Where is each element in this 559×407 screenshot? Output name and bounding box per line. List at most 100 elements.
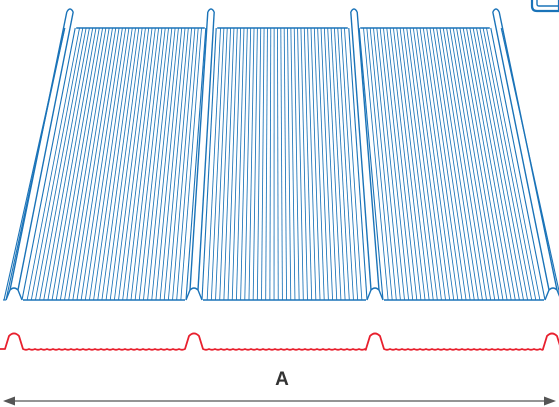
- corrugation-line: [269, 27, 272, 301]
- corrugation-line: [265, 27, 268, 301]
- corrugation-line: [340, 27, 359, 301]
- corrugation-line: [412, 27, 451, 301]
- rib-wall: [358, 27, 384, 301]
- corrugation-line: [300, 27, 308, 301]
- corrugation-line: [426, 27, 467, 301]
- corrugation-line: [76, 27, 120, 301]
- corrugation-line: [402, 27, 438, 301]
- corrugation-line: [223, 27, 235, 301]
- corrugation-line: [317, 27, 329, 301]
- corrugation-line: [210, 27, 225, 301]
- corrugation-line: [376, 27, 405, 301]
- corrugation-line: [429, 27, 471, 301]
- corrugation-line: [333, 27, 350, 301]
- corrugation-line: [30, 27, 84, 301]
- rib-wall: [348, 27, 368, 301]
- corrugation-line: [466, 27, 516, 301]
- corrugation-line: [130, 27, 163, 301]
- rib-wall: [350, 11, 372, 291]
- corrugation-line: [89, 27, 130, 301]
- arrow-left-icon: [3, 396, 15, 406]
- corrugation-line: [231, 27, 242, 301]
- rib-wall: [492, 11, 550, 291]
- rib-foot: [5, 287, 23, 301]
- roof-panel-drawing: [3, 8, 559, 301]
- corrugation-line: [143, 27, 173, 301]
- corrugation-line: [26, 27, 80, 301]
- corrugation-line: [280, 27, 283, 301]
- corrugation-line: [393, 27, 426, 301]
- corrugation-line: [43, 27, 94, 301]
- rib-wall: [490, 27, 546, 301]
- rib-foot: [366, 287, 384, 301]
- corrugation-line: [446, 27, 492, 301]
- corrugation-line: [287, 27, 292, 301]
- corrugation-line: [39, 27, 90, 301]
- corrugation-line: [307, 27, 317, 301]
- rib-wall: [189, 11, 209, 291]
- corrugation-line: [469, 27, 520, 301]
- corrugation-line: [293, 27, 300, 301]
- corrugation-line: [219, 27, 232, 301]
- cross-section-profile: [0, 332, 559, 351]
- corrugation-line: [72, 27, 117, 301]
- panel-left-edge: [3, 27, 66, 301]
- corrugation-line: [151, 27, 179, 301]
- corrugation-line: [383, 27, 414, 301]
- corrugation-line: [379, 27, 410, 301]
- corrugation-line: [369, 27, 397, 301]
- corrugation-line: [449, 27, 496, 301]
- corrugation-line: [290, 27, 296, 301]
- corrugation-line: [159, 27, 186, 301]
- profile-line: [0, 332, 559, 351]
- corrugation-line: [277, 27, 279, 301]
- corrugation-line: [68, 27, 113, 301]
- rib-wall: [356, 11, 380, 291]
- corrugation-line: [396, 27, 430, 301]
- corrugation-line: [409, 27, 446, 301]
- corrugation-line: [227, 27, 238, 301]
- corrugation-line: [118, 27, 153, 301]
- corrugation-line: [442, 27, 487, 301]
- corrugation-line: [256, 27, 262, 301]
- corrugation-line: [101, 27, 140, 301]
- corrugation-line: [330, 27, 346, 301]
- corrugation-line: [176, 27, 199, 301]
- rib-cap: [492, 8, 500, 13]
- arrow-right-icon: [544, 396, 556, 406]
- corrugation-line: [113, 27, 150, 301]
- corrugation-line: [313, 27, 325, 301]
- corrugation-line: [419, 27, 459, 301]
- corrugation-line: [105, 27, 143, 301]
- corrugation-line: [80, 27, 123, 301]
- corrugation-line: [134, 27, 166, 301]
- rib-foot: [185, 287, 203, 301]
- corrugation-line: [297, 27, 304, 301]
- corrugation-line: [416, 27, 455, 301]
- corrugation-line: [248, 27, 255, 301]
- corrugation-line: [97, 27, 136, 301]
- corrugation-line: [373, 27, 401, 301]
- corrugation-line: [84, 27, 127, 301]
- corrugation-line: [126, 27, 160, 301]
- corrugation-line: [439, 27, 483, 301]
- corrugation-line: [35, 27, 87, 301]
- corrugation-line: [432, 27, 475, 301]
- corrugation-line: [261, 27, 265, 301]
- corrugation-line: [283, 27, 288, 301]
- corrugation-line: [55, 27, 103, 301]
- corrugation-line: [180, 27, 202, 301]
- corrugation-line: [482, 27, 537, 301]
- corrugation-line: [472, 27, 524, 301]
- corrugation-line: [459, 27, 508, 301]
- corrugation-line: [422, 27, 463, 301]
- corrugation-line: [406, 27, 442, 301]
- rib-wall: [500, 27, 559, 294]
- corrugation-line: [147, 27, 176, 301]
- corrugation-line: [155, 27, 183, 301]
- corrugation-line: [363, 27, 389, 301]
- rib-wall: [21, 27, 76, 301]
- corrugation-line: [452, 27, 500, 301]
- rib-cap: [350, 8, 358, 13]
- corrugation-line: [93, 27, 133, 301]
